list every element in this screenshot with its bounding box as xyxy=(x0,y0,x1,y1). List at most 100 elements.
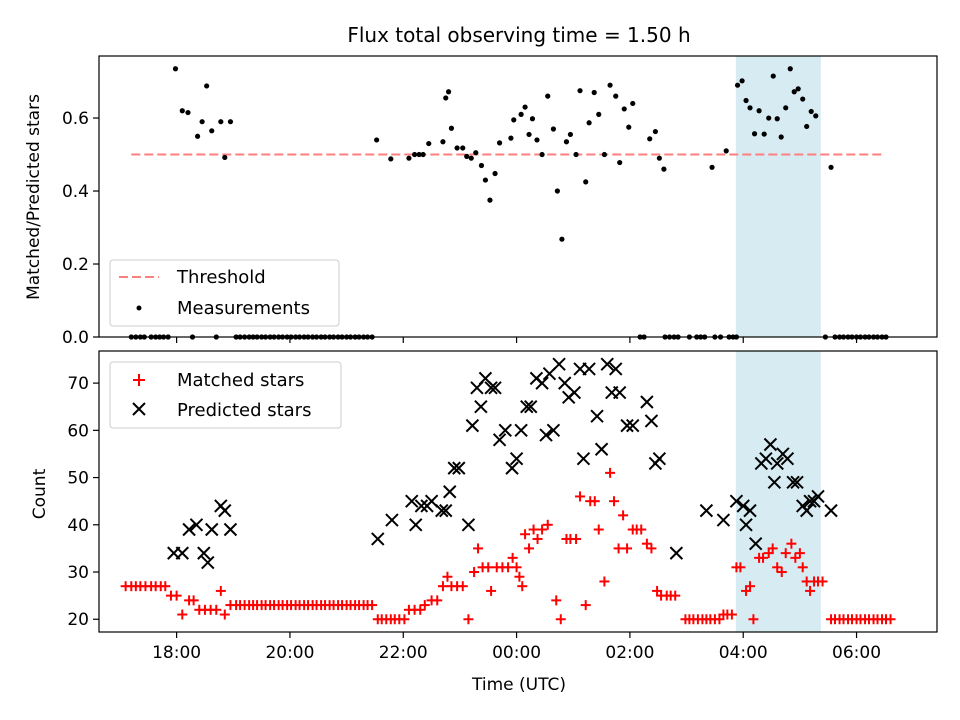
predicted-legend-label: Predicted stars xyxy=(177,400,311,421)
threshold-legend-label: Threshold xyxy=(176,267,266,288)
matched-star-point xyxy=(211,604,222,615)
y-tick-label: 40 xyxy=(67,516,89,536)
x-tick-label: 02:00 xyxy=(605,643,654,663)
matched-star-point xyxy=(599,576,610,587)
measurement-point xyxy=(454,145,460,151)
predicted-star-point xyxy=(590,409,604,423)
predicted-star-point xyxy=(465,418,480,433)
measurement-point xyxy=(617,159,623,166)
matched-star-point xyxy=(758,552,769,563)
measurement-point xyxy=(518,111,524,117)
predicted-star-point xyxy=(524,400,538,414)
y-tick-label: 60 xyxy=(67,421,89,441)
measurement-point xyxy=(774,116,780,122)
x-tick-label: 06:00 xyxy=(832,643,881,663)
measurement-point xyxy=(804,123,810,130)
y-tick-label: 70 xyxy=(67,374,89,394)
matched-star-point xyxy=(367,600,378,611)
matched-star-point xyxy=(215,585,226,596)
predicted-star-point xyxy=(640,395,654,409)
measurement-point xyxy=(795,86,801,92)
measurement-point xyxy=(411,151,418,158)
predicted-star-point xyxy=(600,357,614,371)
bottom-x-ticks: 18:00 20:00 22:00 00:00 02:00 04:00 06:00 xyxy=(152,632,881,663)
measurement-point xyxy=(583,179,589,185)
predicted-star-point xyxy=(447,461,461,475)
top-plot-frame xyxy=(98,55,938,338)
matched-star-point xyxy=(589,496,600,507)
predicted-star-point xyxy=(699,503,714,518)
predicted-star-point xyxy=(763,437,778,452)
matched-star-point xyxy=(885,614,896,625)
matched-star-point xyxy=(817,576,828,587)
matched-star-point xyxy=(419,600,430,611)
matched-star-point xyxy=(609,496,620,507)
measurement-point xyxy=(227,119,234,125)
predicted-star-point xyxy=(371,532,385,546)
matched-star-point xyxy=(486,585,497,596)
measurements-legend-swatch xyxy=(136,305,142,311)
matched-star-point xyxy=(219,609,230,620)
matched-star-point xyxy=(520,529,531,540)
measurement-point xyxy=(661,166,667,172)
predicted-star-point xyxy=(582,362,596,376)
bottom-y-axis-label: Count xyxy=(30,468,50,519)
measurement-point xyxy=(766,115,772,121)
measurement-point xyxy=(179,108,185,114)
predicted-star-point xyxy=(405,494,419,508)
measurement-point xyxy=(778,134,784,140)
measurement-point xyxy=(388,156,394,162)
measurement-point xyxy=(529,116,536,122)
measurement-point xyxy=(791,89,797,95)
predicted-star-point xyxy=(739,518,753,532)
matched-star-point xyxy=(580,600,591,611)
measurement-point xyxy=(473,150,479,156)
measurement-point xyxy=(478,162,485,169)
matched-star-point xyxy=(463,614,474,625)
predicted-star-point xyxy=(514,423,528,438)
matched-star-point xyxy=(503,562,514,573)
measurement-point xyxy=(172,66,179,72)
measurement-point xyxy=(554,188,560,194)
measurement-point xyxy=(204,83,210,89)
top-y-ticks: 0.0 0.2 0.4 0.6 xyxy=(62,109,99,348)
measurement-point xyxy=(813,113,819,119)
x-tick-label: 00:00 xyxy=(492,643,541,663)
x-tick-label: 04:00 xyxy=(719,643,768,663)
y-tick-label: 30 xyxy=(67,563,89,583)
x-axis-label: Time (UTC) xyxy=(471,675,566,695)
predicted-star-point xyxy=(435,503,449,518)
matched-star-point xyxy=(726,609,737,620)
measurement-point xyxy=(460,145,466,151)
matched-star-point xyxy=(618,510,629,521)
predicted-star-point xyxy=(594,442,609,456)
measurement-point xyxy=(601,151,608,158)
matched-star-point xyxy=(542,519,553,530)
matched-star-point xyxy=(528,524,539,535)
predicted-star-point xyxy=(452,461,466,475)
predicted-star-point xyxy=(443,485,457,499)
predicted-star-point xyxy=(461,518,476,532)
matched-star-point xyxy=(748,614,759,625)
y-tick-label: 0.0 xyxy=(62,328,89,348)
measurement-point xyxy=(709,164,715,170)
predicted-star-point xyxy=(488,381,502,395)
matched-star-point xyxy=(469,567,480,578)
measurement-point xyxy=(787,66,793,72)
predicted-star-point xyxy=(824,503,838,518)
matched-star-point xyxy=(790,552,801,563)
measurement-point xyxy=(209,128,215,134)
predicted-star-point xyxy=(218,503,232,518)
measurement-point xyxy=(487,197,493,203)
predicted-legend-swatch xyxy=(132,402,146,416)
predicted-star-point xyxy=(811,489,825,504)
x-tick-label: 20:00 xyxy=(265,643,314,663)
matched-star-point xyxy=(188,595,199,606)
predicted-star-point xyxy=(626,418,640,433)
matched-star-point xyxy=(514,571,525,582)
measurement-point xyxy=(647,136,653,142)
predicted-star-point xyxy=(509,451,524,466)
predicted-star-point xyxy=(669,546,684,560)
y-tick-label: 0.4 xyxy=(62,182,89,202)
